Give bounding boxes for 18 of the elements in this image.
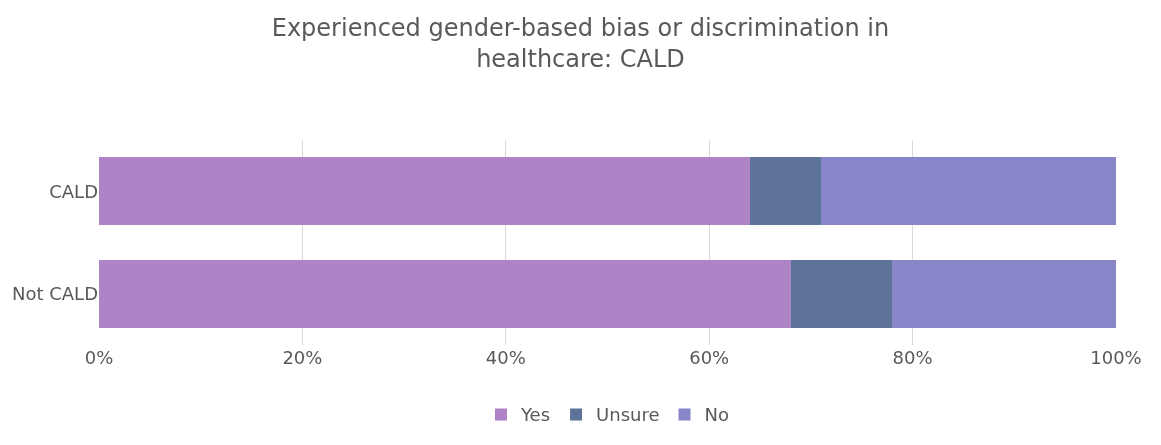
legend-label: Yes (520, 404, 551, 426)
bar (749, 157, 822, 226)
x-tick-label: 100% (1090, 347, 1142, 368)
y-tick-label: Not CALD (11, 283, 98, 305)
bar (821, 157, 1116, 226)
x-tick-label: 60% (689, 347, 730, 368)
bar (99, 157, 750, 226)
legend-label: No (704, 404, 729, 426)
x-tick-label: 0% (84, 347, 114, 368)
bar (99, 259, 791, 328)
x-tick-label: 40% (485, 347, 526, 368)
legend-label: Unsure (596, 404, 660, 426)
chart-title: Experienced gender-based bias or discrimination in healthcare: CALD (271, 13, 890, 73)
x-tick-label: 80% (892, 347, 933, 368)
y-tick-label: CALD (49, 180, 98, 202)
bar (790, 259, 893, 328)
x-tick-label: 20% (282, 347, 323, 368)
bar (892, 259, 1116, 328)
